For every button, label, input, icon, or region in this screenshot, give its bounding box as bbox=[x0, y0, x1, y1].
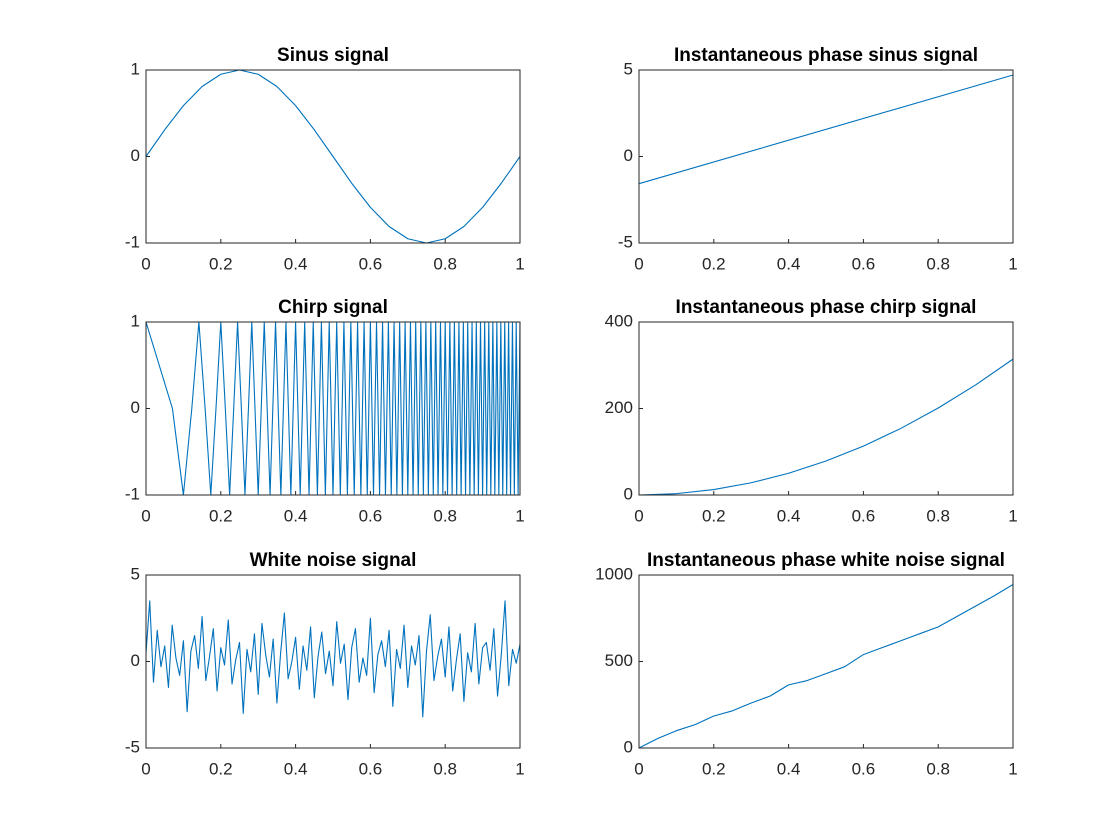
x-tick-label: 0 bbox=[634, 254, 643, 273]
axes-title: Chirp signal bbox=[278, 297, 388, 318]
y-tick-label: 0 bbox=[131, 398, 140, 417]
axes-background bbox=[639, 322, 1013, 495]
y-tick-label: 0 bbox=[624, 484, 633, 503]
x-tick-label: 0 bbox=[634, 759, 643, 778]
axes-title: Instantaneous phase sinus signal bbox=[674, 45, 978, 66]
data-line bbox=[638, 358, 1014, 496]
y-tick-label: -1 bbox=[125, 484, 140, 503]
x-tick-label: 0.4 bbox=[284, 254, 308, 273]
x-tick-label: 0.2 bbox=[702, 254, 726, 273]
y-tick-label: -5 bbox=[125, 737, 140, 756]
data-line bbox=[145, 69, 521, 244]
x-tick-label: 0.4 bbox=[777, 506, 801, 525]
y-tick-label: 500 bbox=[605, 651, 633, 670]
x-tick-label: 0.8 bbox=[433, 254, 457, 273]
x-tick-label: 0.6 bbox=[852, 506, 876, 525]
axes-title: Sinus signal bbox=[277, 45, 389, 66]
axes-background bbox=[639, 575, 1013, 748]
axes-title: Instantaneous phase chirp signal bbox=[676, 297, 977, 318]
y-tick-label: 0 bbox=[131, 651, 140, 670]
axes-background bbox=[639, 70, 1013, 243]
data-line bbox=[145, 600, 521, 718]
x-tick-label: 1 bbox=[1008, 759, 1017, 778]
axes-background bbox=[146, 575, 520, 748]
x-tick-label: 0.8 bbox=[433, 759, 457, 778]
x-tick-label: 0.8 bbox=[433, 506, 457, 525]
x-tick-label: 0.6 bbox=[359, 506, 383, 525]
x-tick-label: 0.8 bbox=[926, 506, 950, 525]
y-tick-label: 0 bbox=[624, 146, 633, 165]
axes-title: Instantaneous phase white noise signal bbox=[647, 550, 1005, 571]
y-tick-label: 5 bbox=[624, 59, 633, 78]
x-tick-label: 0.4 bbox=[284, 759, 308, 778]
x-tick-label: 0 bbox=[141, 759, 150, 778]
x-tick-label: 0.2 bbox=[209, 759, 233, 778]
y-tick-label: 1000 bbox=[595, 564, 633, 583]
x-tick-label: 1 bbox=[515, 759, 524, 778]
x-tick-label: 0 bbox=[634, 506, 643, 525]
x-tick-label: 0.6 bbox=[852, 759, 876, 778]
y-tick-label: -1 bbox=[125, 232, 140, 251]
x-tick-label: 1 bbox=[1008, 506, 1017, 525]
x-tick-label: 0.2 bbox=[702, 506, 726, 525]
x-tick-label: 0.4 bbox=[284, 506, 308, 525]
x-tick-label: 0 bbox=[141, 254, 150, 273]
x-tick-label: 0.2 bbox=[209, 254, 233, 273]
x-tick-label: 0.4 bbox=[777, 254, 801, 273]
y-tick-label: 0 bbox=[131, 146, 140, 165]
y-tick-label: 1 bbox=[131, 311, 140, 330]
y-tick-label: 1 bbox=[131, 59, 140, 78]
x-tick-label: 0.2 bbox=[702, 759, 726, 778]
x-tick-label: 0.8 bbox=[926, 759, 950, 778]
y-tick-label: 400 bbox=[605, 311, 633, 330]
x-tick-label: 1 bbox=[1008, 254, 1017, 273]
x-tick-label: 0.6 bbox=[359, 759, 383, 778]
y-tick-label: 0 bbox=[624, 737, 633, 756]
x-tick-label: 0 bbox=[141, 506, 150, 525]
y-tick-label: 200 bbox=[605, 398, 633, 417]
x-tick-label: 0.2 bbox=[209, 506, 233, 525]
data-line bbox=[638, 584, 1014, 749]
x-tick-label: 0.4 bbox=[777, 759, 801, 778]
y-tick-label: -5 bbox=[618, 232, 633, 251]
data-line bbox=[638, 74, 1014, 185]
x-tick-label: 0.8 bbox=[926, 254, 950, 273]
y-tick-label: 5 bbox=[131, 564, 140, 583]
x-tick-label: 1 bbox=[515, 506, 524, 525]
x-tick-label: 1 bbox=[515, 254, 524, 273]
x-tick-label: 0.6 bbox=[359, 254, 383, 273]
axes-title: White noise signal bbox=[250, 550, 417, 571]
x-tick-label: 0.6 bbox=[852, 254, 876, 273]
